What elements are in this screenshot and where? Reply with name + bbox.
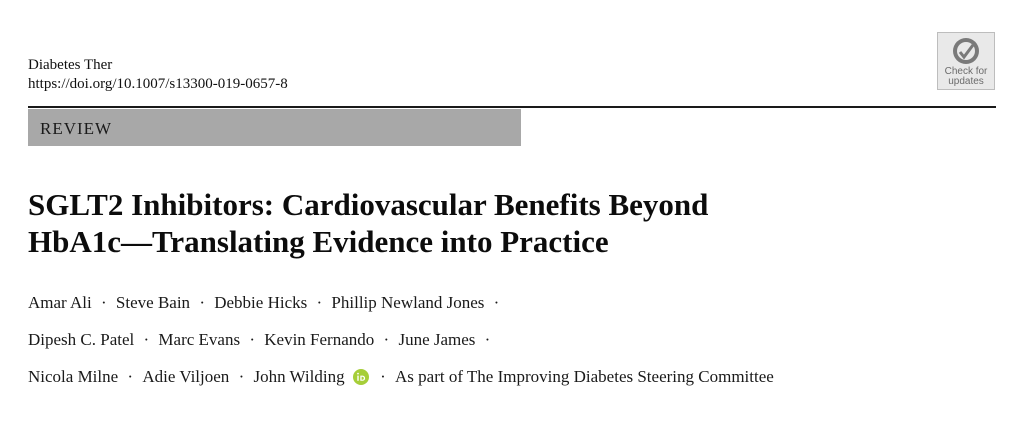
badge-line-2: updates [948, 76, 984, 87]
author-name[interactable]: Steve Bain [115, 293, 191, 313]
author-separator: · [238, 367, 245, 387]
author-separator: · [249, 330, 256, 350]
check-for-updates-icon [953, 38, 979, 64]
author-name[interactable]: Adie Viljoen [142, 367, 230, 387]
header-rule [28, 106, 996, 108]
author-list: Amar Ali · Steve Bain · Debbie Hicks · P… [28, 292, 988, 403]
author-name[interactable]: Amar Ali [28, 293, 92, 313]
author-line-1: Amar Ali · Steve Bain · Debbie Hicks · P… [28, 292, 988, 329]
doi-link[interactable]: https://doi.org/10.1007/s13300-019-0657-… [28, 76, 288, 92]
author-name[interactable]: John Wilding [253, 367, 345, 387]
journal-meta: Diabetes Ther https://doi.org/10.1007/s1… [28, 56, 288, 94]
section-bar: REVIEW [28, 109, 521, 146]
author-name[interactable]: Phillip Newland Jones [331, 293, 485, 313]
author-name[interactable]: Kevin Fernando [264, 330, 375, 350]
author-line-3: Nicola Milne · Adie Viljoen · John Wildi… [28, 366, 988, 403]
author-name[interactable]: Debbie Hicks [214, 293, 308, 313]
author-affiliation: As part of The Improving Diabetes Steeri… [395, 367, 774, 387]
journal-name: Diabetes Ther [28, 57, 113, 73]
author-name[interactable]: June James [398, 330, 476, 350]
author-separator: · [199, 293, 205, 313]
author-separator: · [101, 293, 107, 313]
author-separator: · [143, 330, 150, 350]
author-separator: · [484, 330, 491, 350]
check-for-updates-badge[interactable]: Check for updates [937, 32, 995, 90]
title-line-1: SGLT2 Inhibitors: Cardiovascular Benefit… [28, 187, 709, 222]
section-label: REVIEW [40, 119, 113, 138]
badge-line-1: Check for [944, 66, 988, 77]
title-line-2: HbA1c—Translating Evidence into Practice [28, 224, 609, 259]
author-separator: · [493, 293, 500, 313]
orcid-icon[interactable] [352, 369, 369, 386]
author-separator: · [380, 367, 386, 387]
author-name[interactable]: Marc Evans [158, 330, 241, 350]
author-separator: · [383, 330, 390, 350]
author-separator: · [127, 367, 134, 387]
author-name[interactable]: Dipesh C. Patel [28, 330, 135, 350]
article-title: SGLT2 Inhibitors: Cardiovascular Benefit… [28, 186, 988, 260]
author-line-2: Dipesh C. Patel · Marc Evans · Kevin Fer… [28, 329, 988, 366]
author-separator: · [316, 293, 323, 313]
author-name[interactable]: Nicola Milne [28, 367, 119, 387]
